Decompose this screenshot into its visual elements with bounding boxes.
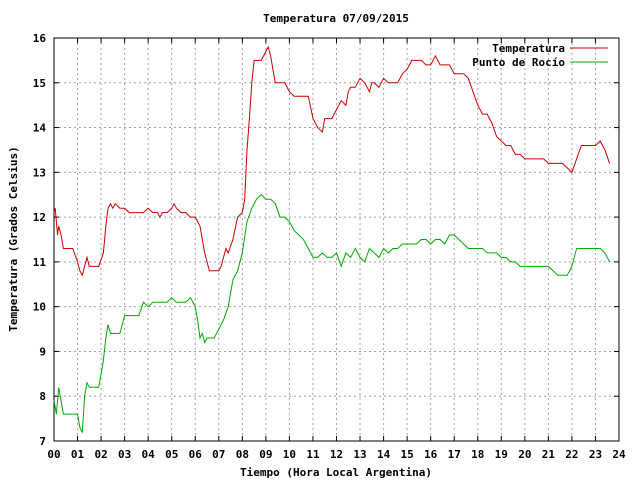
- y-ticks: 7 8 9 10 11 12 13 14 15 16: [33, 32, 619, 448]
- series-line-punto-de-rocio: [53, 194, 611, 434]
- x-tick-label: 15: [401, 448, 414, 461]
- y-tick-label: 8: [39, 390, 46, 403]
- x-tick-label: 10: [283, 448, 296, 461]
- x-tick-label: 12: [330, 448, 343, 461]
- x-tick-label: 23: [589, 448, 602, 461]
- x-tick-label: 16: [424, 448, 438, 461]
- x-ticks: 00 01 02 03 04 05 06 07 08 09 10 11 12 13 14 15 16 17 18 19…: [47, 38, 626, 461]
- y-tick-label: 9: [39, 345, 46, 358]
- x-tick-label: 14: [377, 448, 391, 461]
- y-tick-label: 14: [33, 122, 47, 135]
- y-axis-label: Temperatura (Grados Celsius): [7, 146, 20, 331]
- x-tick-label: 03: [118, 448, 131, 461]
- x-tick-label: 21: [542, 448, 556, 461]
- x-tick-label: 07: [212, 448, 225, 461]
- x-tick-label: 08: [236, 448, 249, 461]
- x-tick-label: 19: [495, 448, 508, 461]
- legend-label-punto-de-rocio: Punto de Rocío: [472, 56, 565, 69]
- x-axis-label: Tiempo (Hora Local Argentina): [240, 466, 432, 479]
- x-tick-label: 05: [165, 448, 178, 461]
- y-tick-label: 11: [33, 256, 47, 269]
- legend: Temperatura Punto de Rocío: [472, 42, 608, 69]
- x-tick-label: 09: [259, 448, 272, 461]
- x-tick-label: 01: [71, 448, 85, 461]
- series-line-temperatura: [53, 45, 611, 277]
- y-tick-label: 13: [33, 166, 46, 179]
- series-lines: [53, 45, 611, 434]
- y-tick-label: 15: [33, 77, 46, 90]
- grid-lines: [54, 38, 619, 441]
- y-tick-label: 10: [33, 301, 46, 314]
- x-tick-label: 13: [353, 448, 366, 461]
- x-tick-label: 04: [142, 448, 156, 461]
- chart-title: Temperatura 07/09/2015: [263, 12, 409, 25]
- y-tick-label: 7: [39, 435, 46, 448]
- legend-label-temperatura: Temperatura: [492, 42, 565, 55]
- y-tick-label: 12: [33, 211, 46, 224]
- x-tick-label: 18: [471, 448, 484, 461]
- x-tick-label: 00: [47, 448, 60, 461]
- x-tick-label: 22: [565, 448, 578, 461]
- y-tick-label: 16: [33, 32, 47, 45]
- x-tick-label: 17: [448, 448, 461, 461]
- x-tick-label: 24: [612, 448, 626, 461]
- x-tick-label: 20: [518, 448, 531, 461]
- x-tick-label: 06: [189, 448, 203, 461]
- x-tick-label: 02: [94, 448, 107, 461]
- x-tick-label: 11: [306, 448, 320, 461]
